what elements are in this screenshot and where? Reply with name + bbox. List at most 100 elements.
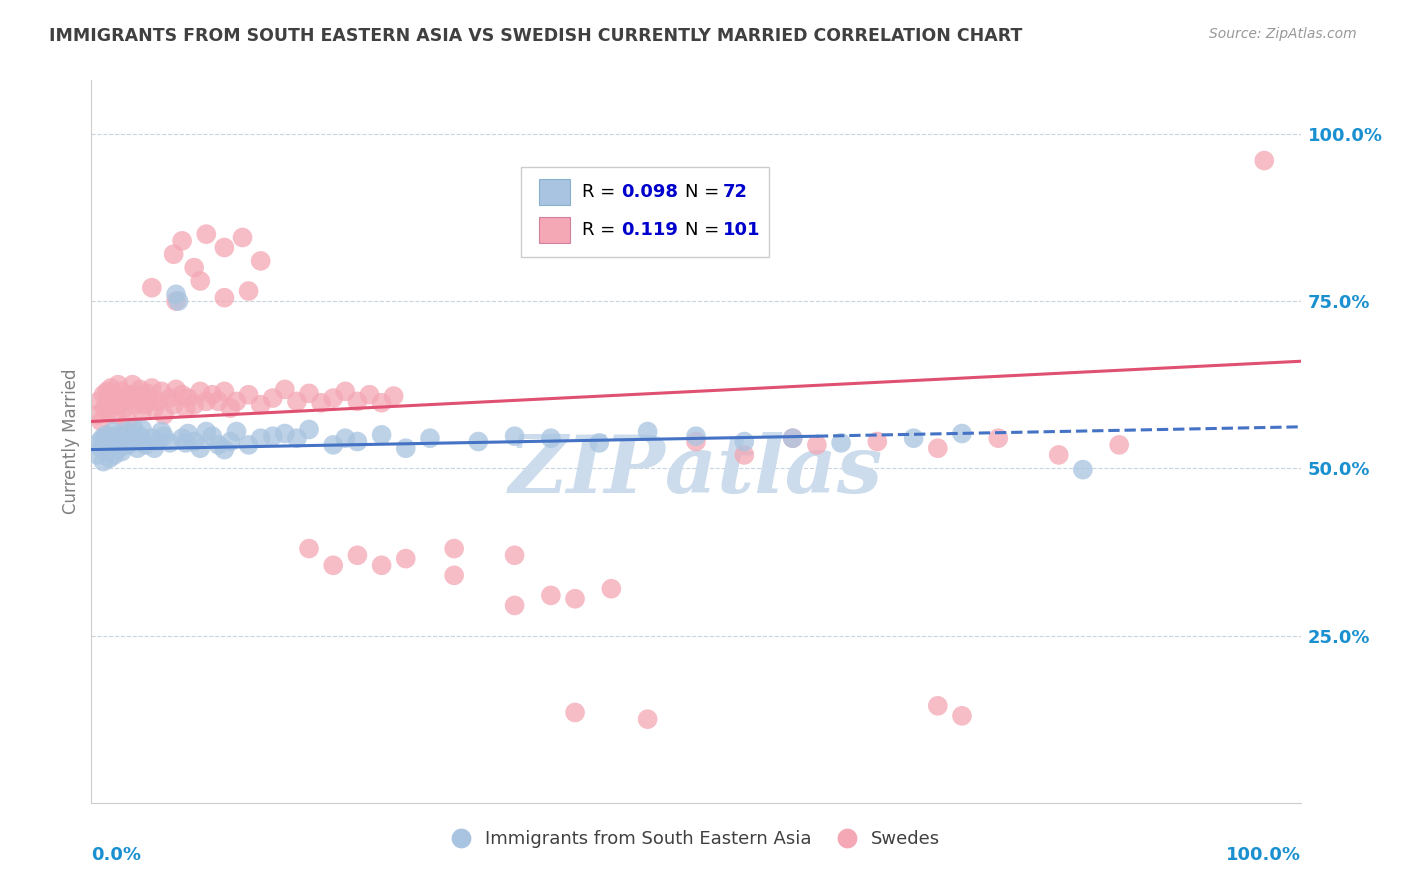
Point — [285, 394, 308, 409]
Point — [93, 401, 115, 416]
FancyBboxPatch shape — [538, 217, 571, 243]
Point — [136, 386, 159, 401]
Point — [950, 708, 973, 723]
Point — [370, 558, 392, 573]
Point — [188, 442, 211, 455]
Point — [419, 431, 441, 445]
Point — [183, 260, 205, 275]
Text: R =: R = — [582, 221, 627, 239]
Point — [93, 438, 115, 452]
Point — [112, 401, 135, 416]
Point — [110, 434, 132, 449]
Point — [172, 431, 194, 445]
Point — [101, 425, 124, 439]
Point — [927, 442, 949, 455]
Point — [177, 426, 200, 441]
Legend: Immigrants from South Eastern Asia, Swedes: Immigrants from South Eastern Asia, Swed… — [444, 822, 948, 855]
Point — [90, 414, 112, 429]
Point — [121, 377, 143, 392]
Point — [370, 396, 392, 410]
Point — [159, 435, 181, 450]
Point — [146, 434, 169, 449]
Point — [177, 391, 200, 405]
Point — [86, 448, 108, 462]
Point — [172, 234, 194, 248]
Point — [335, 384, 357, 399]
Point — [143, 442, 166, 455]
Point — [165, 382, 187, 396]
Point — [93, 387, 115, 401]
Point — [298, 541, 321, 556]
Point — [117, 438, 139, 452]
Point — [143, 401, 166, 416]
Point — [114, 425, 136, 439]
Point — [322, 391, 344, 405]
Point — [141, 431, 163, 445]
Point — [309, 396, 332, 410]
Text: N =: N = — [685, 183, 725, 202]
Point — [127, 442, 149, 455]
Point — [600, 582, 623, 596]
Point — [274, 382, 297, 396]
Point — [172, 387, 194, 401]
Point — [134, 398, 156, 412]
Point — [141, 381, 163, 395]
Point — [111, 444, 132, 458]
Point — [298, 423, 321, 437]
Point — [104, 408, 127, 422]
Point — [165, 287, 187, 301]
Text: ZIP​atlas: ZIP​atlas — [509, 432, 883, 509]
Point — [131, 423, 153, 437]
Point — [219, 401, 242, 416]
Point — [183, 398, 205, 412]
Point — [107, 427, 129, 442]
Point — [322, 438, 344, 452]
Point — [733, 434, 755, 449]
Point — [188, 274, 211, 288]
Point — [637, 425, 659, 439]
Point — [207, 394, 229, 409]
Point — [131, 404, 153, 418]
Point — [128, 429, 150, 443]
Point — [150, 425, 173, 439]
Point — [162, 398, 184, 412]
Point — [98, 451, 121, 466]
Point — [733, 448, 755, 462]
Point — [174, 401, 197, 416]
Point — [370, 427, 392, 442]
Point — [443, 541, 465, 556]
Point — [114, 394, 136, 409]
FancyBboxPatch shape — [520, 167, 769, 257]
Point — [238, 438, 260, 452]
Text: 100.0%: 100.0% — [1226, 847, 1301, 864]
Point — [219, 434, 242, 449]
Point — [346, 394, 368, 409]
Point — [637, 712, 659, 726]
Point — [214, 241, 236, 255]
Point — [346, 434, 368, 449]
Point — [100, 381, 122, 395]
Point — [782, 431, 804, 445]
Point — [987, 431, 1010, 445]
Point — [91, 431, 114, 445]
Point — [249, 398, 271, 412]
Point — [153, 429, 176, 443]
Point — [214, 384, 236, 399]
Point — [382, 389, 405, 403]
Point — [782, 431, 804, 445]
Point — [1071, 462, 1094, 476]
Point — [685, 429, 707, 443]
Point — [195, 227, 218, 242]
Y-axis label: Currently Married: Currently Married — [62, 368, 80, 515]
Point — [201, 429, 224, 443]
Point — [214, 442, 236, 457]
Point — [94, 427, 117, 442]
Point — [262, 391, 284, 405]
Point — [104, 431, 127, 445]
Point — [141, 281, 163, 295]
FancyBboxPatch shape — [538, 179, 571, 205]
Text: 72: 72 — [723, 183, 748, 202]
Point — [346, 548, 368, 563]
Point — [1047, 448, 1070, 462]
Point — [201, 387, 224, 401]
